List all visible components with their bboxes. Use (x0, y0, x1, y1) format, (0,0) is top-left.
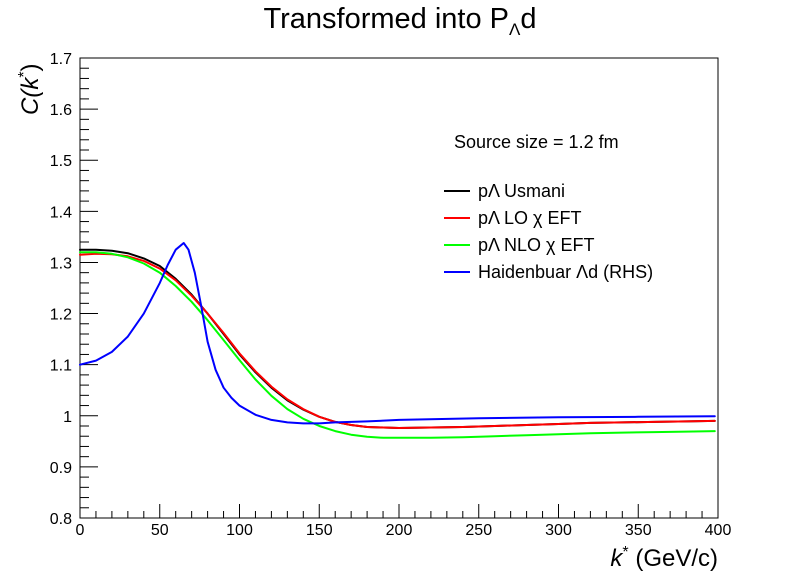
x-axis-title: k* (GeV/c) (610, 544, 718, 572)
chart-title: Transformed into PΛd (263, 3, 536, 39)
y-tick-label: 0.9 (50, 460, 72, 477)
series-line (79, 252, 716, 429)
x-tick-label: 400 (705, 522, 732, 539)
series-line (79, 242, 716, 425)
legend-label: pΛ NLO χ EFT (478, 235, 595, 255)
axes: 0 50 100 150 200 250 300 350 400 0.8 0.9 1 1.1 1.2 1.3… (50, 51, 732, 539)
y-tick-label: 0.8 (50, 511, 72, 528)
y-axis-title: C(k*) (16, 63, 44, 115)
y-tick-label: 1.2 (50, 307, 72, 324)
legend-label: pΛ LO χ EFT (478, 208, 582, 228)
x-axis-title-sup: * (622, 544, 628, 561)
series-layer (79, 242, 716, 439)
x-axis-title-main: k (610, 545, 624, 572)
series-line (79, 251, 716, 439)
plot-frame (79, 57, 719, 519)
y-tick-label: 1.4 (50, 204, 72, 221)
y-tick-label: 1.5 (50, 153, 72, 170)
source-size-annotation: Source size = 1.2 fm (454, 132, 619, 152)
x-axis-title-tail: (GeV/c) (629, 545, 718, 572)
y-axis-title-sup: * (16, 71, 33, 77)
y-tick-label: 1.3 (50, 255, 72, 272)
chart-title-tail: d (520, 3, 536, 35)
chart-title-subscript: Λ (509, 20, 521, 39)
y-tick-label: 1.7 (50, 51, 72, 68)
x-tick-label: 150 (306, 522, 333, 539)
x-tick-label: 0 (76, 522, 85, 539)
legend: pΛ Usmani pΛ LO χ EFT pΛ NLO χ EFT Haidenbu… (444, 181, 653, 282)
y-tick-label: 1 (63, 409, 72, 426)
x-tick-label: 300 (545, 522, 572, 539)
x-tick-label: 200 (386, 522, 413, 539)
y-axis-title-tail: ) (17, 63, 44, 71)
y-axis-title-main: C(k (17, 76, 44, 115)
x-tick-label: 350 (625, 522, 652, 539)
y-tick-label: 1.1 (50, 358, 72, 375)
x-tick-label: 100 (226, 522, 253, 539)
legend-label: Haidenbuar Λd (RHS) (478, 262, 653, 282)
x-tick-label: 250 (465, 522, 492, 539)
chart-title-main: Transformed into P (263, 3, 509, 35)
y-tick-label: 1.6 (50, 102, 72, 119)
x-tick-label: 50 (151, 522, 169, 539)
legend-label: pΛ Usmani (478, 181, 565, 201)
